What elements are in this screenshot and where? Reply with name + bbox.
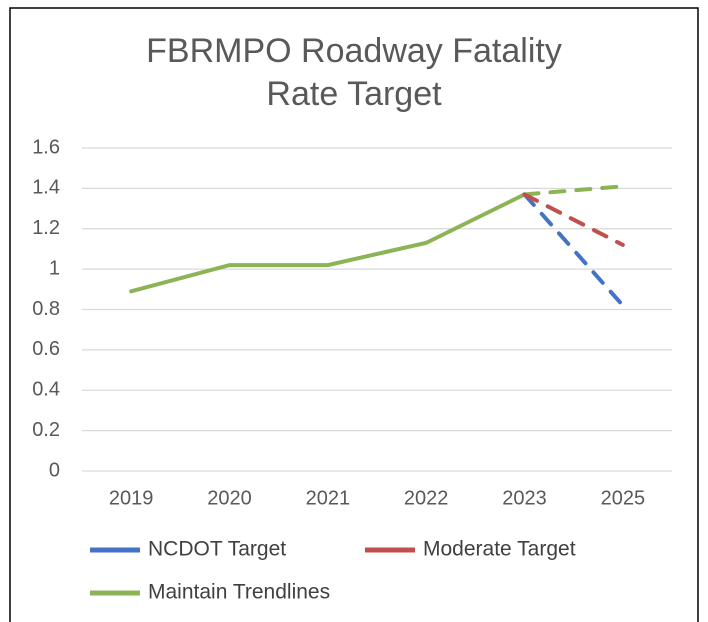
y-tick-label: 0.4 — [32, 379, 60, 401]
x-tick-label: 2022 — [404, 487, 449, 509]
legend-label: Moderate Target — [423, 538, 576, 561]
series-line — [522, 192, 625, 247]
x-tick-label: 2025 — [601, 487, 646, 509]
chart-title: FBRMPO Roadway Fatality Rate Target — [146, 32, 562, 113]
series-line — [522, 184, 625, 197]
chart-border — [9, 7, 699, 622]
series-line — [129, 192, 527, 294]
y-tick-label: 0.6 — [32, 338, 60, 360]
series-line — [522, 192, 625, 308]
y-tick-label: 0 — [49, 459, 60, 481]
y-tick-label: 0.8 — [32, 298, 60, 320]
y-tick-label: 1 — [49, 257, 60, 279]
x-tick-label: 2019 — [109, 487, 154, 509]
y-tick-label: 0.2 — [32, 419, 60, 441]
y-tick-label: 1.2 — [32, 217, 60, 239]
legend-label: Maintain Trendlines — [148, 581, 330, 604]
x-tick-label: 2023 — [502, 487, 547, 509]
x-tick-label: 2021 — [306, 487, 351, 509]
y-tick-label: 1.4 — [32, 177, 60, 199]
y-tick-label: 1.6 — [32, 136, 60, 158]
x-tick-label: 2020 — [207, 487, 252, 509]
legend-label: NCDOT Target — [148, 538, 286, 561]
